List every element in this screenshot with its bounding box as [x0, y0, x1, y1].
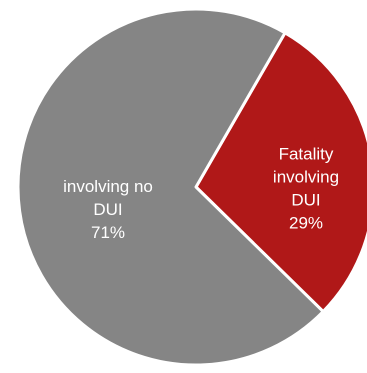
- pie-slice-0: [194, 31, 367, 314]
- pie-slice-label-0: Fatality involving DUI 29%: [273, 145, 339, 233]
- pie-slice-category-label: DUI: [291, 191, 320, 210]
- pie-slice-percent-label: 29%: [289, 214, 323, 233]
- pie-slice-1: [16, 7, 325, 367]
- pie-slice-category-label: involving: [273, 168, 339, 187]
- pie-slice-percent-label: 71%: [91, 223, 125, 242]
- pie-slice-category-label: Fatality: [279, 145, 334, 164]
- pie-slice-category-label: DUI: [93, 200, 122, 219]
- pie-labels: Fatality involving DUI 29% involving no DUI 71…: [63, 145, 339, 243]
- pie-slice-category-label: involving no: [63, 177, 153, 196]
- pie-slice-label-1: involving no DUI 71%: [63, 177, 153, 242]
- pie-slices: [16, 7, 367, 367]
